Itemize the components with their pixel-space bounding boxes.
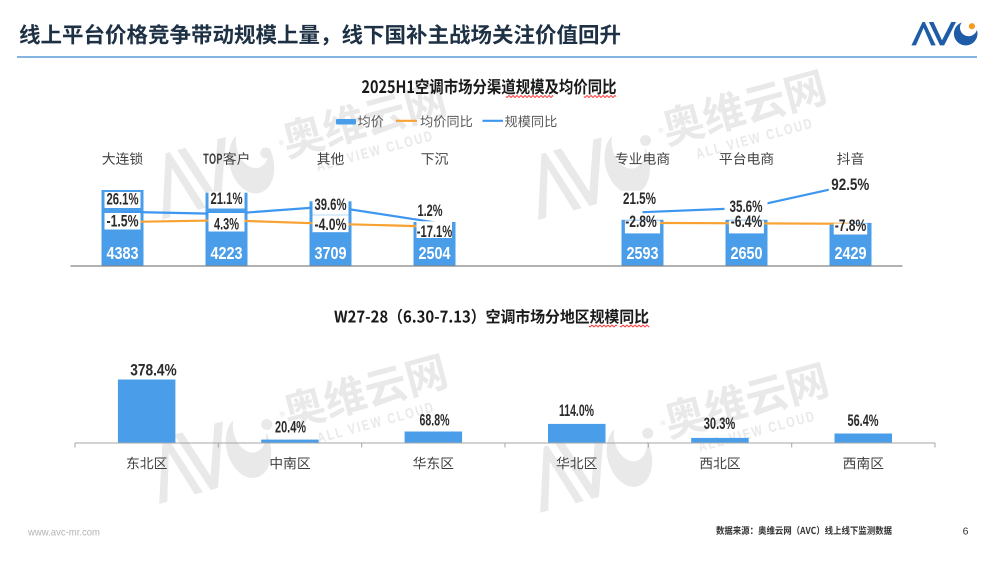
svg-text:30.3%: 30.3% — [704, 415, 736, 433]
svg-text:-6.4%: -6.4% — [731, 213, 763, 231]
svg-text:26.1%: 26.1% — [107, 190, 139, 208]
svg-text:4223: 4223 — [211, 243, 243, 263]
svg-text:2593: 2593 — [627, 243, 659, 263]
svg-text:-1.5%: -1.5% — [107, 213, 139, 231]
svg-text:-4.0%: -4.0% — [315, 216, 347, 234]
svg-text:-2.8%: -2.8% — [625, 213, 657, 231]
svg-text:68.8%: 68.8% — [420, 412, 450, 430]
svg-text:1.2%: 1.2% — [418, 202, 443, 220]
svg-text:2429: 2429 — [835, 243, 867, 263]
svg-text:20.4%: 20.4% — [275, 418, 306, 436]
svg-text:114.0%: 114.0% — [559, 402, 594, 420]
svg-text:-7.8%: -7.8% — [835, 217, 867, 235]
svg-text:378.4%: 378.4% — [130, 361, 176, 379]
svg-text:3709: 3709 — [315, 243, 347, 263]
svg-text:39.6%: 39.6% — [315, 196, 347, 214]
svg-text:21.1%: 21.1% — [211, 190, 243, 208]
svg-text:2650: 2650 — [731, 243, 763, 263]
svg-text:4.3%: 4.3% — [214, 215, 239, 233]
svg-text:92.5%: 92.5% — [831, 176, 869, 194]
svg-text:35.6%: 35.6% — [730, 198, 763, 216]
svg-text:21.5%: 21.5% — [623, 190, 656, 208]
svg-text:4383: 4383 — [107, 243, 139, 263]
svg-text:-17.1%: -17.1% — [417, 223, 453, 241]
svg-text:56.4%: 56.4% — [848, 412, 879, 430]
svg-text:6: 6 — [963, 526, 969, 538]
svg-text:2504: 2504 — [419, 243, 451, 263]
svg-text:www.avc-mr.com: www.avc-mr.com — [27, 526, 100, 538]
